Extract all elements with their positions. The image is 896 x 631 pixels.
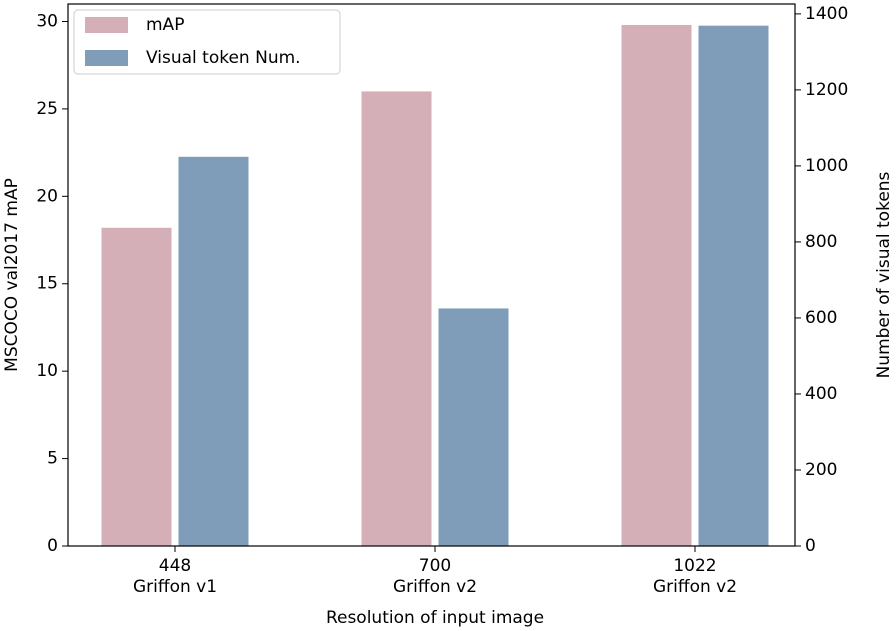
y-tick-label: 10 <box>36 361 58 381</box>
x-tick-label: Griffon v1 <box>133 577 217 597</box>
bar <box>698 25 769 547</box>
x-tick-label: 448 <box>159 556 191 576</box>
y2-tick-label: 1000 <box>805 156 848 176</box>
y2-tick-label: 1200 <box>805 80 848 100</box>
y2-tick-label: 800 <box>805 232 837 252</box>
y2-axis-label: Number of visual tokens <box>874 171 894 378</box>
y2-tick-label: 400 <box>805 384 837 404</box>
y2-tick-label: 600 <box>805 308 837 328</box>
legend-swatch <box>85 17 128 33</box>
legend-label: mAP <box>146 15 184 35</box>
legend-swatch <box>85 50 128 66</box>
legend-label: Visual token Num. <box>146 48 301 68</box>
y-tick-label: 5 <box>47 449 58 469</box>
x-axis-label: Resolution of input image <box>326 608 544 628</box>
bar <box>621 24 692 546</box>
y-tick-label: 30 <box>36 11 58 31</box>
bar <box>178 156 249 546</box>
y-tick-label: 20 <box>36 186 58 206</box>
x-tick-label: Griffon v2 <box>393 577 477 597</box>
y2-tick-label: 0 <box>805 536 816 556</box>
y-tick-label: 0 <box>47 536 58 556</box>
bar <box>438 308 509 546</box>
legend-box <box>73 9 341 75</box>
y2-tick-label: 200 <box>805 460 837 480</box>
y-tick-label: 25 <box>36 99 58 119</box>
y-axis-label: MSCOCO val2017 mAP <box>2 178 22 372</box>
x-tick-label: 700 <box>419 556 451 576</box>
x-tick-label: 1022 <box>673 556 716 576</box>
y2-tick-label: 1400 <box>805 4 848 24</box>
x-tick-label: Griffon v2 <box>653 577 737 597</box>
plot-frame <box>67 3 796 547</box>
bar <box>101 227 172 546</box>
bar <box>361 91 432 546</box>
y-tick-label: 15 <box>36 274 58 294</box>
